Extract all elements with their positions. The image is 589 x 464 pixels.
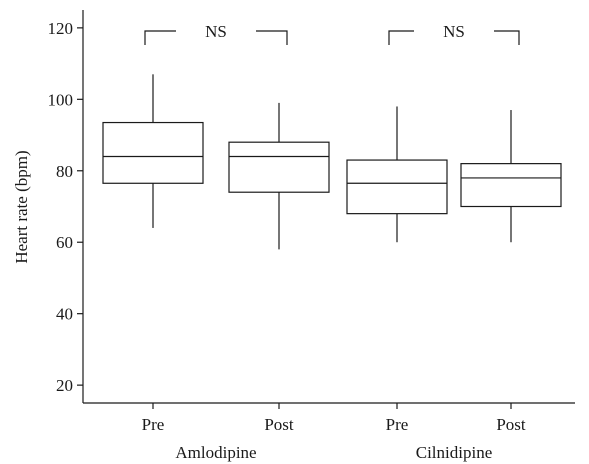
- y-tick-label-100: 100: [48, 90, 74, 109]
- bracket-left-cilnidipine: [388, 30, 414, 45]
- box-cilnidipine-post: [460, 163, 562, 208]
- annotation-cilnidipine: NS: [443, 22, 465, 41]
- y-axis-label: Heart rate (bpm): [12, 150, 31, 263]
- group-label-amlodipine: Amlodipine: [175, 443, 256, 462]
- y-ticks: 20 40 60 80 100 120: [48, 19, 83, 395]
- box-amlodipine-post: [228, 141, 330, 193]
- y-tick-label-20: 20: [56, 376, 73, 395]
- significance-annotations: NS NS: [144, 22, 520, 45]
- group-label-cilnidipine: Cilnidipine: [416, 443, 493, 462]
- boxes: [102, 74, 562, 250]
- bracket-right-cilnidipine: [494, 30, 520, 45]
- x-tick-label-cilnidipine-pre: Pre: [386, 415, 409, 434]
- y-tick-label-40: 40: [56, 305, 73, 324]
- bracket-right-amlodipine: [256, 30, 288, 45]
- box-cilnidipine-pre: [346, 159, 448, 215]
- annotation-amlodipine: NS: [205, 22, 227, 41]
- box-amlodipine-pre: [102, 121, 204, 184]
- axes: [82, 10, 575, 404]
- y-tick-label-60: 60: [56, 233, 73, 252]
- y-tick-label-120: 120: [48, 19, 74, 38]
- x-tick-label-amlodipine-post: Post: [264, 415, 294, 434]
- bracket-left-amlodipine: [144, 30, 176, 45]
- x-tick-label-amlodipine-pre: Pre: [142, 415, 165, 434]
- y-tick-label-80: 80: [56, 162, 73, 181]
- x-tick-label-cilnidipine-post: Post: [496, 415, 526, 434]
